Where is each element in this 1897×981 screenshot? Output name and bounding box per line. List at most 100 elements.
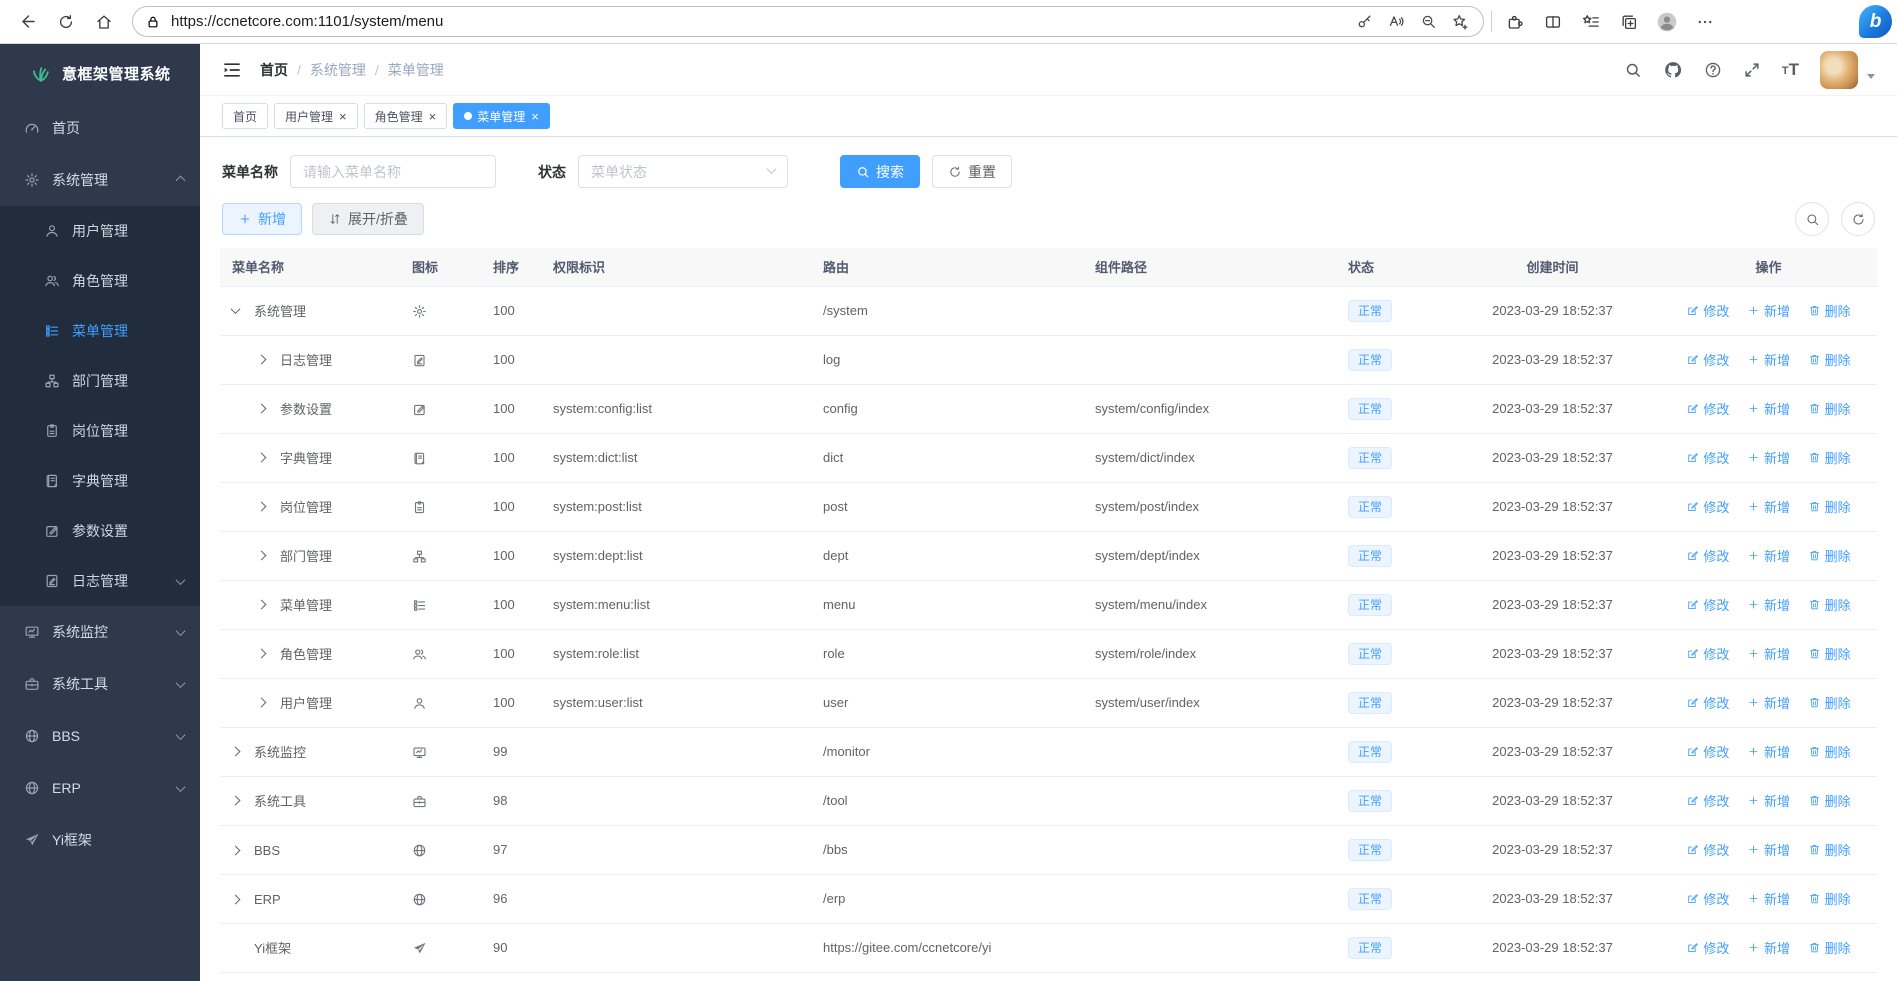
breadcrumb-home[interactable]: 首页 [260,61,288,78]
expand-collapse-button[interactable]: 展开/折叠 [312,203,424,235]
tab-menu[interactable]: 菜单管理 × [453,103,550,129]
row-delete-link[interactable]: 删除 [1808,840,1851,859]
sidebar-item-yi[interactable]: Yi框架 [0,814,200,866]
search-button[interactable]: 搜索 [840,155,920,188]
bing-discover-button[interactable]: b [1856,2,1895,41]
sidebar-item-role[interactable]: 角色管理 [0,256,200,306]
url-text[interactable]: https://ccnetcore.com:1101/system/menu [171,13,444,30]
sidebar-item-menu[interactable]: 菜单管理 [0,306,200,356]
row-add-link[interactable]: 新增 [1747,301,1790,320]
row-delete-link[interactable]: 删除 [1808,595,1851,614]
zoom-out-icon[interactable] [1413,7,1443,37]
row-delete-link[interactable]: 删除 [1808,497,1851,516]
row-edit-link[interactable]: 修改 [1686,693,1729,712]
row-edit-link[interactable]: 修改 [1686,595,1729,614]
sidebar-item-config[interactable]: 参数设置 [0,506,200,556]
row-add-link[interactable]: 新增 [1747,595,1790,614]
row-expand-toggle[interactable] [230,795,254,806]
help-icon[interactable] [1704,61,1722,79]
browser-home-button[interactable] [88,6,120,38]
sidebar-item-dept[interactable]: 部门管理 [0,356,200,406]
row-delete-link[interactable]: 删除 [1808,350,1851,369]
row-add-link[interactable]: 新增 [1747,840,1790,859]
row-expand-toggle[interactable] [256,697,280,708]
add-button[interactable]: 新增 [222,203,302,235]
reset-button[interactable]: 重置 [932,155,1012,188]
row-delete-link[interactable]: 删除 [1808,399,1851,418]
address-bar[interactable]: https://ccnetcore.com:1101/system/menu [132,6,1484,37]
row-add-link[interactable]: 新增 [1747,399,1790,418]
browser-reload-button[interactable] [50,6,82,38]
row-add-link[interactable]: 新增 [1747,644,1790,663]
split-screen-icon[interactable] [1537,6,1569,38]
row-edit-link[interactable]: 修改 [1686,889,1729,908]
tab-role[interactable]: 角色管理 × [363,103,448,129]
password-key-icon[interactable] [1349,7,1379,37]
row-add-link[interactable]: 新增 [1747,350,1790,369]
add-favorite-icon[interactable] [1445,7,1475,37]
close-icon[interactable]: × [339,108,347,124]
row-expand-toggle[interactable] [256,648,280,659]
row-expand-toggle[interactable] [256,599,280,610]
row-add-link[interactable]: 新增 [1747,791,1790,810]
sidebar-item-home[interactable]: 首页 [0,102,200,154]
row-expand-toggle[interactable] [256,403,280,414]
header-search-icon[interactable] [1624,61,1642,79]
row-delete-link[interactable]: 删除 [1808,693,1851,712]
row-add-link[interactable]: 新增 [1747,938,1790,957]
tab-user[interactable]: 用户管理 × [274,103,358,129]
row-delete-link[interactable]: 删除 [1808,938,1851,957]
row-edit-link[interactable]: 修改 [1686,448,1729,467]
extensions-icon[interactable] [1499,6,1531,38]
row-add-link[interactable]: 新增 [1747,546,1790,565]
row-expand-toggle[interactable] [256,501,280,512]
row-edit-link[interactable]: 修改 [1686,791,1729,810]
avatar-caret-down-icon[interactable] [1867,74,1875,79]
row-expand-toggle[interactable] [256,550,280,561]
row-add-link[interactable]: 新增 [1747,448,1790,467]
row-edit-link[interactable]: 修改 [1686,350,1729,369]
row-add-link[interactable]: 新增 [1747,742,1790,761]
row-delete-link[interactable]: 删除 [1808,301,1851,320]
sidebar-item-bbs[interactable]: BBS [0,710,200,762]
row-edit-link[interactable]: 修改 [1686,644,1729,663]
github-icon[interactable] [1663,60,1683,80]
row-edit-link[interactable]: 修改 [1686,742,1729,761]
row-edit-link[interactable]: 修改 [1686,497,1729,516]
tab-home[interactable]: 首页 [222,103,269,129]
refresh-table-button[interactable] [1841,202,1875,236]
sidebar-item-tool[interactable]: 系统工具 [0,658,200,710]
row-add-link[interactable]: 新增 [1747,693,1790,712]
row-edit-link[interactable]: 修改 [1686,399,1729,418]
collections-icon[interactable] [1613,6,1645,38]
row-delete-link[interactable]: 删除 [1808,742,1851,761]
sidebar-item-erp[interactable]: ERP [0,762,200,814]
sidebar-item-monitor[interactable]: 系统监控 [0,606,200,658]
fullscreen-icon[interactable] [1743,61,1761,79]
row-edit-link[interactable]: 修改 [1686,938,1729,957]
row-delete-link[interactable]: 删除 [1808,791,1851,810]
browser-back-button[interactable] [12,6,44,38]
row-edit-link[interactable]: 修改 [1686,546,1729,565]
row-expand-toggle[interactable] [230,894,254,904]
row-delete-link[interactable]: 删除 [1808,448,1851,467]
row-edit-link[interactable]: 修改 [1686,840,1729,859]
sidebar-item-log[interactable]: 日志管理 [0,556,200,606]
sidebar-fold-icon[interactable] [222,60,242,80]
row-expand-toggle[interactable] [256,452,280,463]
status-select[interactable]: 菜单状态 [578,155,788,188]
row-delete-link[interactable]: 删除 [1808,546,1851,565]
row-expand-toggle[interactable] [256,354,280,365]
menu-name-input[interactable] [290,155,496,188]
user-avatar[interactable] [1820,50,1858,89]
sidebar-item-post[interactable]: 岗位管理 [0,406,200,456]
row-expand-toggle[interactable] [230,746,254,757]
row-delete-link[interactable]: 删除 [1808,889,1851,908]
row-expand-toggle[interactable] [230,304,254,315]
row-delete-link[interactable]: 删除 [1808,644,1851,663]
browser-profile-icon[interactable] [1651,6,1683,38]
row-edit-link[interactable]: 修改 [1686,301,1729,320]
close-icon[interactable]: × [531,108,539,124]
row-expand-toggle[interactable] [230,845,254,855]
